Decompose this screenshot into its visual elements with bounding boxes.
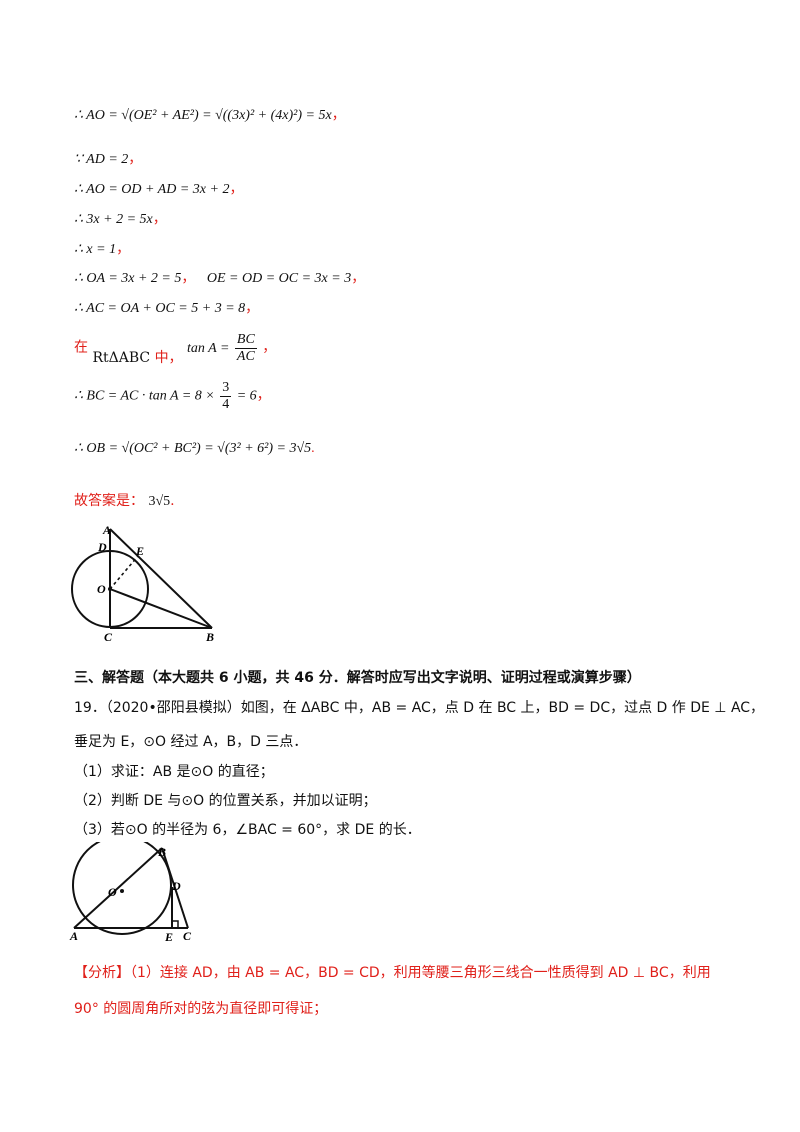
fraction-numerator: BC	[234, 332, 257, 349]
solution-line-5-text: ∴ x = 1	[74, 242, 117, 257]
problem-19-stem: 19．（2020•邵阳县模拟）如图，在 ΔABC 中，AB = AC，点 D 在…	[74, 700, 765, 716]
label-d: D	[97, 540, 107, 554]
solution-line-10-text: ∴ OB = √(OC² + BC²) = √(3² + 6²) = 3√5	[74, 441, 312, 456]
solution-line-9-text: ∴ BC = AC · tan A = 8 ×	[74, 388, 215, 404]
segment-ab-diameter	[73, 847, 163, 929]
problem-19-question-1: （1）求证：AB 是⊙O 的直径；	[74, 764, 274, 780]
figure-1-circle-tangent: A D E O C B	[71, 524, 214, 644]
fraction-numerator: 3	[220, 380, 232, 397]
analysis-line-1: 【分析】（1）连接 AD，由 AB = AC，BD = CD，利用等腰三角形三线…	[74, 962, 711, 982]
analysis-tag: 【分析】	[74, 965, 130, 981]
center-point-o	[120, 889, 124, 893]
text-zai: 在	[74, 339, 88, 356]
segment-bc	[161, 847, 189, 929]
red-comma: ，	[256, 387, 271, 404]
answer-value: 3√5	[148, 494, 171, 509]
solution-line-7-text: ∴ AC = OA + OC = 5 + 3 = 8	[74, 301, 246, 316]
solution-line-1: ∴ AO = √(OE² + AE²) = √((3x)² + (4x)²) =…	[74, 104, 346, 124]
solution-line-3: ∴ AO = OD + AD = 3x + 2，	[74, 178, 243, 198]
solution-line-2-text: ∵ AD = 2	[74, 152, 129, 167]
label-o: O	[108, 885, 117, 899]
solution-line-4-text: ∴ 3x + 2 = 5x	[74, 212, 153, 227]
label-c: C	[104, 630, 113, 644]
red-comma: ，	[181, 270, 196, 286]
answer-label: 故答案是：	[74, 493, 144, 509]
label-e: E	[164, 930, 173, 944]
problem-19-question-3: （3）若⊙O 的半径为 6，∠BAC = 60°，求 DE 的长．	[74, 822, 421, 838]
red-comma: ，	[116, 241, 131, 257]
red-period: .	[170, 493, 175, 509]
figure-2-circle-triangle: B O D A E C	[69, 842, 192, 944]
answer-line: 故答案是： 3√5.	[74, 490, 175, 510]
fraction-denominator: 4	[222, 397, 230, 412]
right-angle-mark	[172, 920, 179, 928]
red-comma: ，	[229, 181, 244, 197]
fraction-bc-ac: BC AC	[234, 332, 257, 365]
red-comma: ，	[262, 339, 277, 356]
label-o: O	[97, 582, 106, 596]
segment-oe-dashed	[109, 555, 139, 590]
label-a: A	[69, 929, 78, 943]
analysis-line-2: 90° 的圆周角所对的弦为直径即可得证；	[74, 1001, 328, 1017]
label-b: B	[205, 630, 214, 644]
tan-expression: tan A = BC AC	[187, 332, 262, 364]
solution-line-8: 在 RtΔABC 中， tan A = BC AC ，	[74, 332, 277, 366]
solution-line-9-end: = 6	[236, 388, 257, 404]
red-period: .	[311, 441, 315, 456]
triangle-name: RtΔABC	[92, 349, 151, 366]
fraction-3-4: 3 4	[220, 380, 232, 413]
segment-ob	[109, 588, 213, 629]
label-c: C	[183, 929, 192, 943]
label-e: E	[135, 544, 144, 558]
solution-line-4: ∴ 3x + 2 = 5x，	[74, 208, 167, 228]
solution-line-5: ∴ x = 1，	[74, 238, 130, 258]
solution-line-6a-text: ∴ OA = 3x + 2 = 5	[74, 271, 182, 286]
analysis-text-1: （1）连接 AD，由 AB = AC，BD = CD，利用等腰三角形三线合一性质…	[130, 965, 711, 981]
tan-label: tan A =	[187, 340, 230, 356]
section-heading: 三、解答题（本大题共 6 小题，共 46 分．解答时应写出文字说明、证明过程或演…	[74, 670, 641, 686]
solution-line-6: ∴ OA = 3x + 2 = 5， OE = OD = OC = 3x = 3…	[74, 267, 365, 287]
red-comma: ，	[128, 151, 143, 167]
fraction-denominator: AC	[236, 349, 255, 364]
solution-line-1-text: ∴ AO = √(OE² + AE²) = √((3x)² + (4x)²) =…	[74, 108, 332, 123]
label-b: B	[157, 845, 166, 859]
red-comma: ，	[152, 211, 167, 227]
red-comma: ，	[351, 270, 366, 286]
red-comma: ，	[331, 107, 346, 123]
label-a: A	[102, 524, 111, 537]
solution-line-3-text: ∴ AO = OD + AD = 3x + 2	[74, 182, 230, 197]
circle-o	[72, 842, 172, 935]
solution-line-10: ∴ OB = √(OC² + BC²) = √(3² + 6²) = 3√5.	[74, 440, 315, 457]
solution-line-6b-text: OE = OD = OC = 3x = 3	[206, 271, 352, 286]
text-zhong: 中，	[154, 349, 183, 366]
solution-line-7: ∴ AC = OA + OC = 5 + 3 = 8，	[74, 297, 259, 317]
solution-line-2: ∵ AD = 2，	[74, 148, 142, 168]
center-point-o	[108, 587, 112, 591]
problem-19-stem-2: 垂足为 E，⊙O 经过 A，B，D 三点．	[74, 734, 308, 750]
label-d: D	[171, 879, 181, 893]
solution-line-9: ∴ BC = AC · tan A = 8 × 3 4 = 6，	[74, 380, 271, 413]
segment-ab	[109, 528, 213, 629]
red-comma: ，	[245, 300, 260, 316]
problem-19-question-2: （2）判断 DE 与⊙O 的位置关系，并加以证明；	[74, 793, 377, 809]
